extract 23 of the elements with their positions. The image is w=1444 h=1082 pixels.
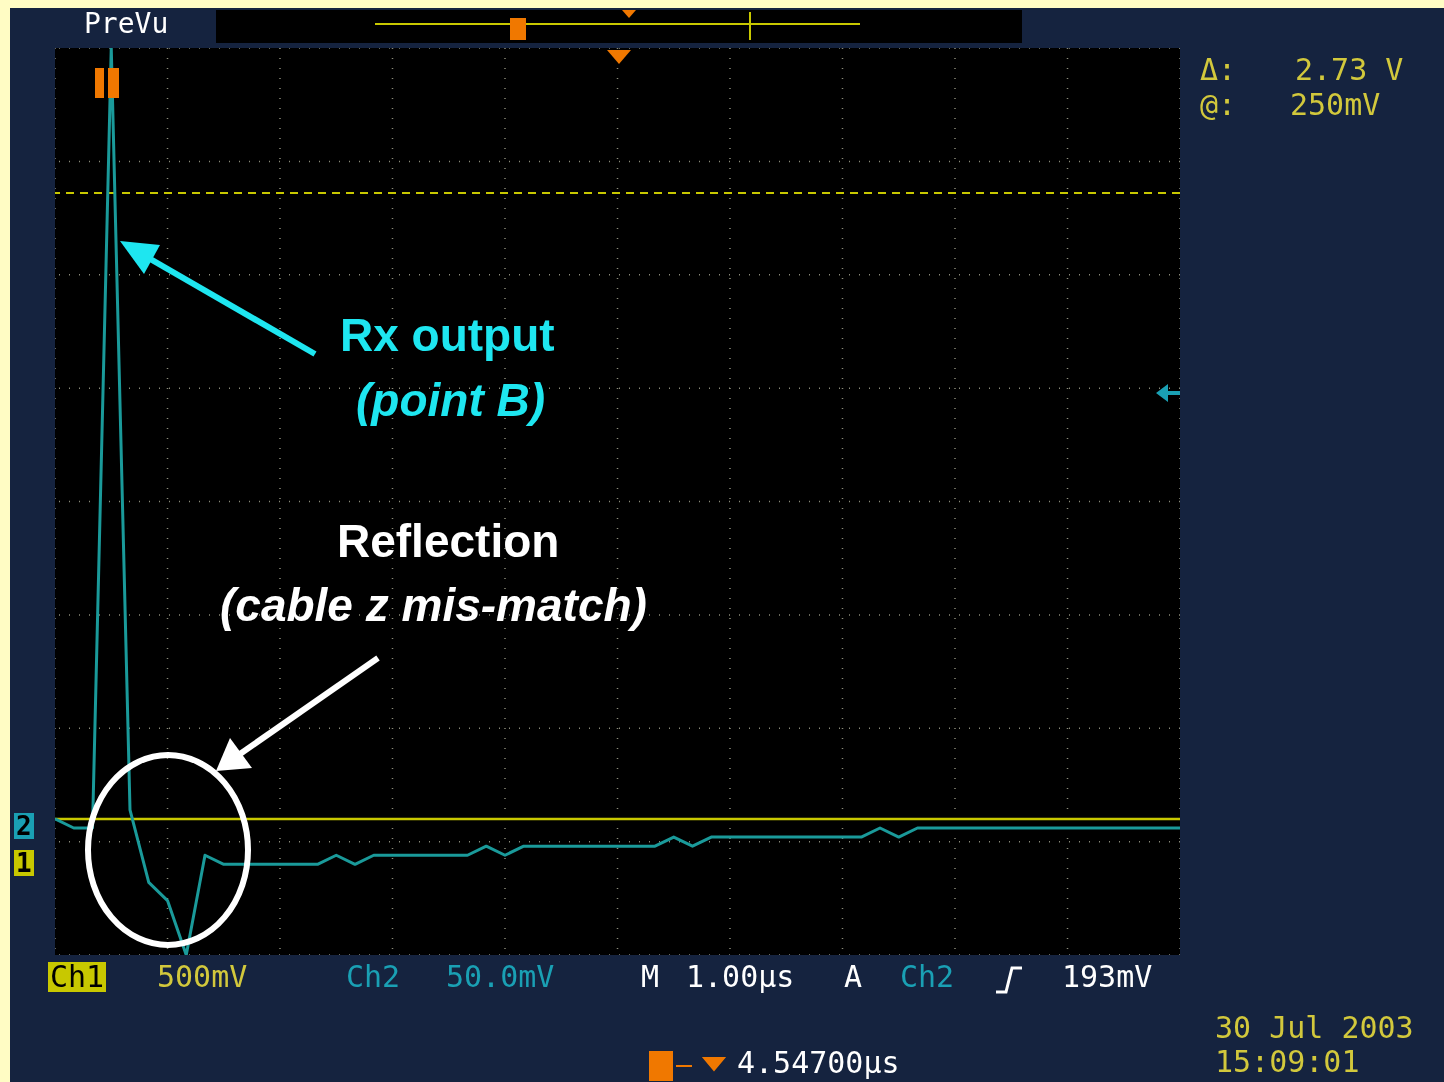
text: Ch1 <box>48 959 107 994</box>
text: 2 <box>14 811 34 841</box>
text: 1 <box>14 848 34 878</box>
text: 4.54700µs <box>737 1045 900 1080</box>
text: 250mV <box>1290 87 1381 122</box>
text: @: <box>1200 87 1237 122</box>
text: PreVu <box>84 7 169 40</box>
text: 1.00µs <box>686 959 795 994</box>
text: 193mV <box>1062 959 1153 994</box>
text: Ch2 <box>900 959 955 994</box>
text: A <box>844 959 863 994</box>
annotation: Reflection <box>337 515 560 567</box>
text: Δ: <box>1200 52 1237 87</box>
annotation: Rx output <box>340 309 555 361</box>
text: M <box>641 959 660 994</box>
text: 15:09:01 <box>1215 1044 1360 1079</box>
text: 2.73 V <box>1295 52 1404 87</box>
text: 30 Jul 2003 <box>1215 1010 1414 1045</box>
annotation: (cable z mis-match) <box>220 579 647 631</box>
text: 500mV <box>157 959 248 994</box>
text: 50.0mV <box>446 959 555 994</box>
annotation: (point B) <box>356 374 546 426</box>
text: Ch2 <box>346 959 401 994</box>
